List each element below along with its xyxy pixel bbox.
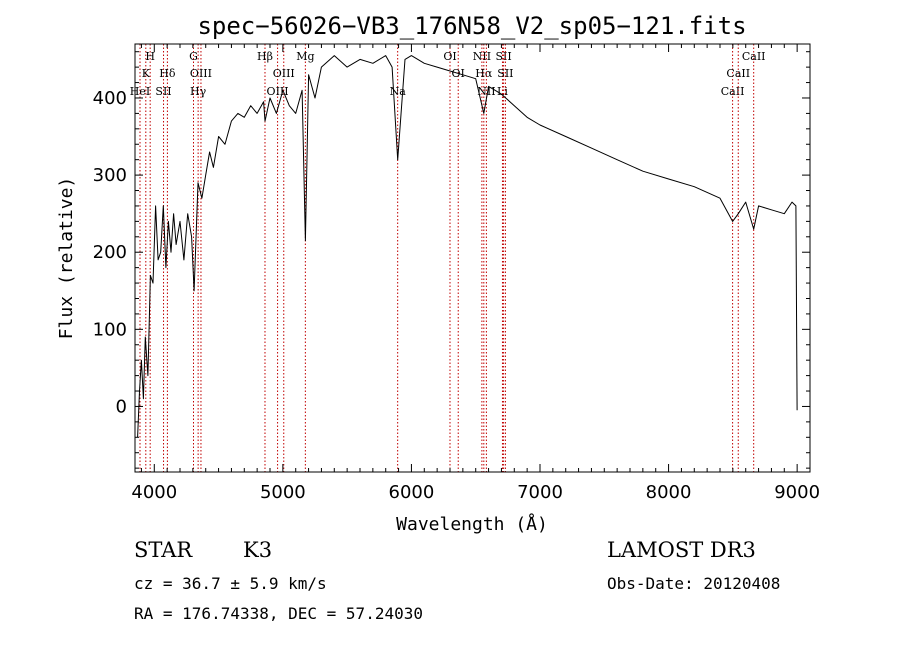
line-label-6: Hγ [190,85,207,98]
line-label-21: CaII [721,85,745,98]
line-label-7: OIII [190,67,212,80]
y-tick-label-0: 0 [116,396,127,417]
y-tick-label-2: 200 [93,242,127,263]
line-label-16: Hα [475,67,493,80]
line-label-8: Hβ [257,50,273,63]
survey-name: LAMOST DR3 [607,538,756,562]
spectral-subclass: K3 [243,538,273,562]
line-label-5: G [189,50,198,63]
y-tick-label-4: 400 [93,88,127,109]
line-label-20: SII [497,67,513,80]
line-label-0: HeI [130,85,150,98]
obs-date: Obs-Date: 20120408 [607,574,781,593]
line-label-2: H [145,50,155,63]
spectral-line-markers: HeIKHSIIHδGHγOIIIHβOIIIOIIIMgNaOIOINIIHα… [130,44,766,472]
line-label-22: CaII [726,67,750,80]
x-tick-label-5: 9000 [774,482,820,503]
chart-title: spec−56026−VB3_176N58_V2_sp05−121.fits [197,12,746,40]
line-label-12: Na [390,85,407,98]
plot-frame [134,43,811,473]
y-axis-label: Flux (relative) [56,177,77,340]
line-label-11: Mg [296,50,314,63]
line-label-9: OIII [267,85,289,98]
x-tick-label-1: 5000 [260,482,306,503]
x-tick-label-3: 7000 [517,482,563,503]
spectrum-series [137,55,798,438]
object-class: STAR [134,538,193,562]
axis-ticks: 4000 5000 6000 7000 8000 9000 0 100 200 300 400 [93,44,820,503]
y-tick-label-3: 300 [93,165,127,186]
redshift-text: cz = 36.7 ± 5.9 km/s [134,574,327,593]
x-tick-label-4: 8000 [646,482,692,503]
line-label-15: NII [473,50,491,63]
spectrum-line-0 [137,55,798,438]
line-label-19: SII [495,50,511,63]
line-label-23: CaII [742,50,766,63]
x-axis-label: Wavelength (Å) [396,513,548,535]
line-label-4: Hδ [159,67,176,80]
x-tick-label-2: 6000 [389,482,435,503]
y-tick-label-1: 100 [93,319,127,340]
line-label-18: Li [497,85,508,98]
x-tick-label-0: 4000 [131,482,177,503]
line-label-13: OI [443,50,456,63]
line-label-1: K [142,67,151,80]
coordinates: RA = 176.74338, DEC = 57.24030 [134,604,423,623]
line-label-10: OIII [273,67,295,80]
line-label-3: SII [155,85,171,98]
